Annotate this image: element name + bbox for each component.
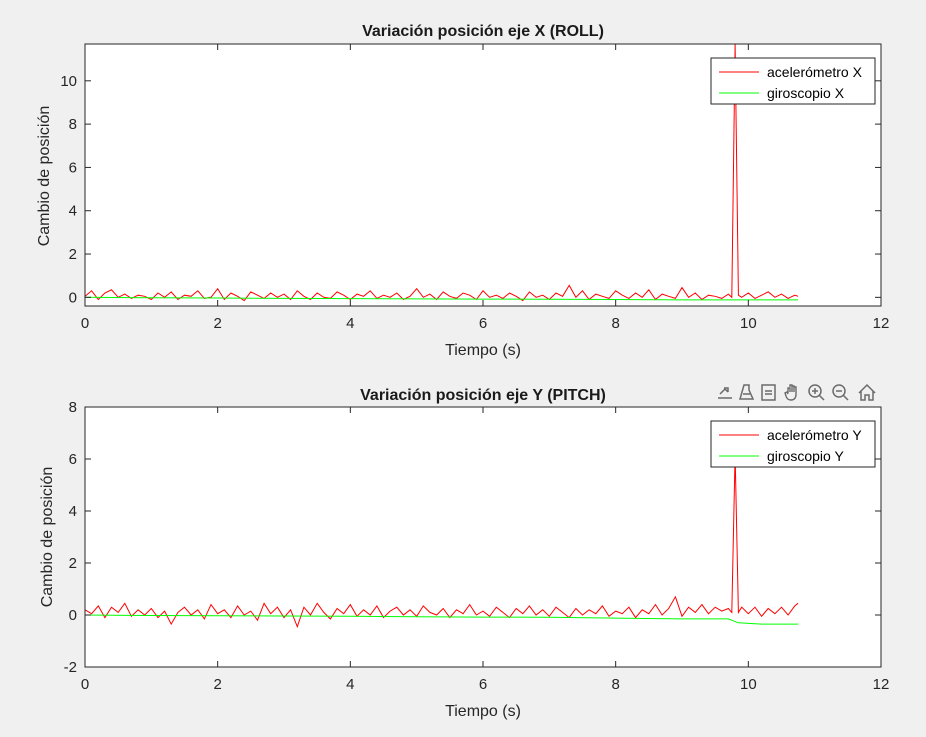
axes-pitch[interactable]: Variación posición eje Y (PITCH) Tiempo … [39,387,889,720]
pan-hand-icon[interactable] [782,382,804,404]
x-tick-label: 0 [81,315,89,332]
zoom-out-icon[interactable] [830,382,852,404]
x-tick-label: 8 [611,676,619,693]
x-tick-label: 10 [740,315,757,332]
series-line-gyroscope [85,614,799,625]
home-icon[interactable] [856,382,878,404]
y-tick-label: 6 [69,159,77,176]
x-tick-label: 12 [873,315,890,332]
y-axis-label-pitch: Cambio de posición [39,467,56,608]
legend-box [710,420,876,468]
series-line-gyroscope [85,296,799,301]
x-tick-label: 4 [346,315,354,332]
x-tick-label: 10 [740,676,757,693]
y-tick-label: 4 [69,203,77,220]
x-axis-label-pitch: Tiempo (s) [445,703,521,720]
series-line-accelerometer [85,453,799,629]
legend-entry-label: giroscopio Y [767,448,844,464]
x-tick-label: 6 [479,315,487,332]
datatips-icon[interactable] [758,382,780,404]
x-tick-label: 2 [213,315,221,332]
y-tick-label: 4 [69,503,77,520]
y-tick-label: 0 [69,289,77,306]
legend-entry-label: acelerómetro X [767,64,863,80]
y-tick-label: -2 [64,659,77,676]
x-tick-label: 4 [346,676,354,693]
y-tick-label: 8 [69,399,77,416]
x-tick-label: 8 [611,315,619,332]
export-icon[interactable] [714,382,736,404]
legend-box [710,57,876,105]
legend-entry-label: giroscopio X [767,85,845,101]
x-tick-label: 12 [873,676,890,693]
y-tick-label: 6 [69,451,77,468]
axes-toolbar [714,382,878,404]
chart-title-roll: Variación posición eje X (ROLL) [362,23,604,40]
legend[interactable]: acelerómetro Y giroscopio Y [710,420,876,468]
x-tick-label: 2 [213,676,221,693]
y-tick-label: 0 [69,607,77,624]
y-tick-label: 2 [69,555,77,572]
legend[interactable]: acelerómetro X giroscopio X [710,57,876,105]
chart-title-pitch: Variación posición eje Y (PITCH) [360,387,606,404]
y-tick-label: 2 [69,246,77,263]
x-tick-label: 0 [81,676,89,693]
y-tick-label: 10 [60,73,77,90]
y-tick-label: 8 [69,116,77,133]
x-axis-label-roll: Tiempo (s) [445,342,521,359]
zoom-in-icon[interactable] [806,382,828,404]
brush-icon[interactable] [736,382,758,404]
x-tick-label: 6 [479,676,487,693]
legend-entry-label: acelerómetro Y [767,427,862,443]
axes-roll[interactable]: Variación posición eje X (ROLL) Tiempo (… [36,23,889,359]
y-axis-label-roll: Cambio de posición [36,106,53,247]
